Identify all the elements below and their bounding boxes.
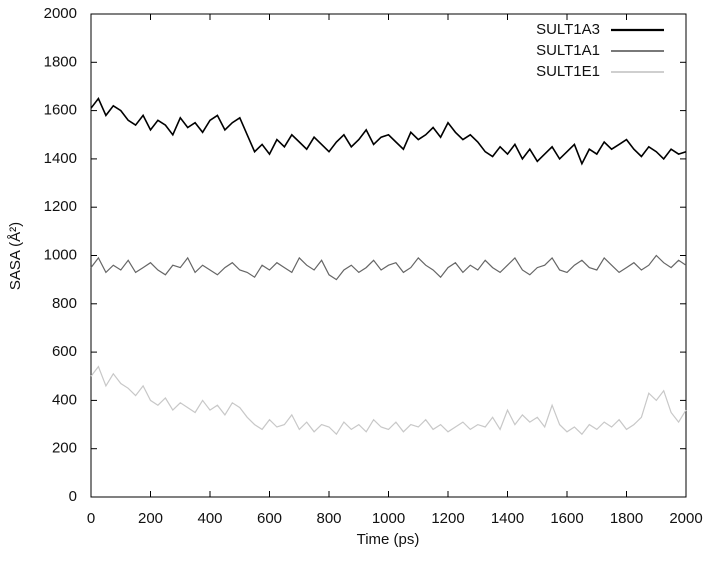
x-tick-label: 200 <box>138 510 163 527</box>
x-axis-label: Time (ps) <box>357 531 420 548</box>
y-tick-label: 200 <box>52 440 77 457</box>
y-axis-label: SASA (Å²) <box>7 222 24 290</box>
legend-label: SULT1E1 <box>536 63 600 80</box>
series-line <box>90 365 687 436</box>
y-tick-label: 800 <box>52 295 77 312</box>
x-tick-label: 1600 <box>550 510 583 527</box>
y-tick-label: 1400 <box>44 150 77 167</box>
x-tick-label: 1200 <box>431 510 464 527</box>
x-tick-label: 1000 <box>372 510 405 527</box>
y-tick-label: 2000 <box>44 5 77 22</box>
series-line <box>90 96 687 166</box>
y-tick-label: 1600 <box>44 102 77 119</box>
x-tick-label: 2000 <box>669 510 702 527</box>
x-tick-label: 1400 <box>491 510 524 527</box>
y-tick-label: 0 <box>69 488 77 505</box>
y-tick-label: 600 <box>52 343 77 360</box>
x-tick-label: 0 <box>87 510 95 527</box>
series-line <box>90 254 687 281</box>
y-tick-label: 1800 <box>44 53 77 70</box>
plot-frame <box>90 13 687 498</box>
x-tick-label: 400 <box>197 510 222 527</box>
x-tick-label: 600 <box>257 510 282 527</box>
legend-label: SULT1A1 <box>536 42 600 59</box>
y-tick-label: 400 <box>52 391 77 408</box>
legend-label: SULT1A3 <box>536 21 600 38</box>
y-tick-label: 1000 <box>44 246 77 263</box>
x-tick-label: 800 <box>316 510 341 527</box>
y-tick-label: 1200 <box>44 198 77 215</box>
x-tick-label: 1800 <box>610 510 643 527</box>
